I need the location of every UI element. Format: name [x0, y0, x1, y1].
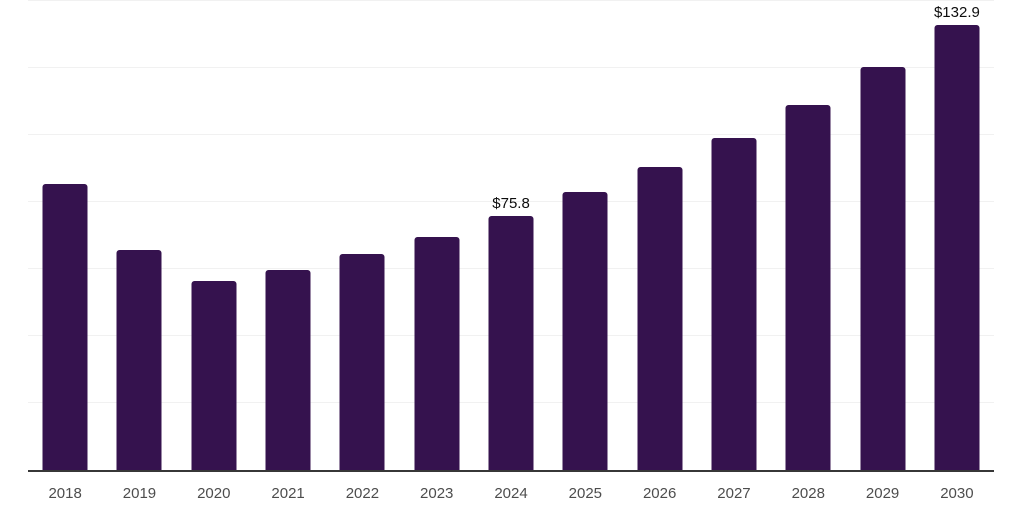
x-tick-2023: 2023: [420, 485, 454, 502]
x-tick-2025: 2025: [568, 485, 603, 502]
plot-area: $75.8 $132.9: [28, 0, 994, 472]
data-label-2030: $132.9: [933, 3, 980, 21]
x-tick-2020: 2020: [197, 485, 231, 502]
bar-2021: [265, 270, 311, 470]
x-tick-2026: 2026: [642, 485, 677, 502]
x-tick-2030: 2030: [940, 485, 974, 502]
bar-2030: [934, 24, 980, 470]
x-tick-2029: 2029: [865, 485, 900, 502]
x-tick-2019: 2019: [122, 485, 157, 502]
x-tick-2024: 2024: [494, 485, 528, 502]
bar-2024: [488, 216, 534, 470]
bar-column-2030: $132.9: [920, 1, 994, 470]
bar-column-2024: $75.8: [474, 1, 548, 470]
bar-2018: [42, 183, 88, 470]
bar-column-2028: [771, 1, 845, 470]
bars-container: $75.8 $132.9: [28, 1, 994, 470]
bar-2025: [562, 192, 608, 470]
bar-column-2029: [845, 1, 919, 470]
bar-2028: [785, 104, 831, 470]
bar-2022: [339, 254, 385, 470]
data-label-2024: $75.8: [492, 195, 530, 213]
x-tick-2027: 2027: [717, 485, 751, 502]
x-axis-tick-labels: 2018 2019 2020 2021 2022 2023 2024 2025 2026 2027…: [28, 486, 994, 501]
bar-column-2027: [697, 1, 771, 470]
x-tick-2021: 2021: [271, 485, 305, 502]
bar-column-2018: [28, 1, 102, 470]
bar-column-2021: [251, 1, 325, 470]
bar-column-2020: [177, 1, 251, 470]
bar-2020: [191, 281, 237, 470]
bar-2023: [414, 236, 460, 470]
x-tick-2022: 2022: [345, 485, 380, 502]
x-tick-2028: 2028: [791, 485, 825, 502]
bar-column-2019: [102, 1, 176, 470]
bar-column-2022: [325, 1, 399, 470]
bar-2029: [860, 67, 906, 470]
bar-column-2026: [623, 1, 697, 470]
bar-2026: [637, 166, 683, 470]
x-tick-2018: 2018: [48, 485, 82, 502]
bar-2027: [711, 137, 757, 470]
bar-column-2025: [548, 1, 622, 470]
bar-2019: [116, 249, 162, 470]
bar-column-2023: [400, 1, 474, 470]
